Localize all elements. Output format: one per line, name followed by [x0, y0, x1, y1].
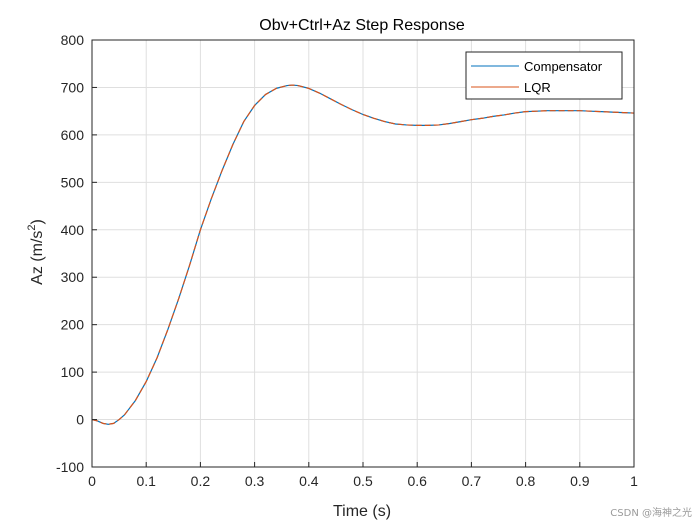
- x-tick-label: 0.7: [462, 473, 482, 489]
- x-tick-label: 0.3: [245, 473, 265, 489]
- legend-box: [465, 51, 623, 100]
- y-axis-label: Az (m/s2): [26, 219, 46, 285]
- axis-ticks: 0 0.1 0.2 0.3 0.4 0.5 0.6 0.7 0.8 0.9 1-1000100200…: [56, 32, 638, 489]
- grid-lines: [91, 39, 635, 468]
- x-tick-label: 0.8: [516, 473, 536, 489]
- legend-label-compensator: Compensator: [524, 59, 603, 74]
- y-tick-label: 200: [61, 317, 85, 333]
- x-tick-label: 0.5: [353, 473, 373, 489]
- y-tick-label: 800: [61, 32, 85, 48]
- x-tick-label: 1: [630, 473, 638, 489]
- y-axis-label-end: ): [29, 219, 46, 224]
- y-axis-label-main: Az (m/s: [29, 231, 46, 285]
- x-tick-label: 0.9: [570, 473, 590, 489]
- x-tick-label: 0.1: [136, 473, 156, 489]
- x-tick-label: 0.4: [299, 473, 319, 489]
- x-tick-label: 0.6: [407, 473, 427, 489]
- y-tick-label: 300: [61, 269, 85, 285]
- chart-title: Obv+Ctrl+Az Step Response: [259, 17, 465, 34]
- y-tick-label: 100: [61, 364, 85, 380]
- y-tick-label: 600: [61, 127, 85, 143]
- legend: Compensator LQR: [465, 51, 623, 100]
- x-tick-label: 0.2: [191, 473, 211, 489]
- x-tick-label: 0: [88, 473, 96, 489]
- x-axis-label: Time (s): [333, 503, 391, 520]
- y-axis-label-sup: 2: [26, 224, 38, 230]
- y-tick-label: 0: [76, 412, 84, 428]
- legend-label-lqr: LQR: [524, 80, 551, 95]
- series-line-lqr: [91, 84, 635, 425]
- y-tick-label: 700: [61, 79, 85, 95]
- y-tick-label: 400: [61, 222, 85, 238]
- y-tick-label: 500: [61, 174, 85, 190]
- y-tick-label: -100: [56, 459, 84, 475]
- series-lines: [91, 84, 635, 425]
- watermark-text: CSDN @海神之光: [610, 508, 692, 519]
